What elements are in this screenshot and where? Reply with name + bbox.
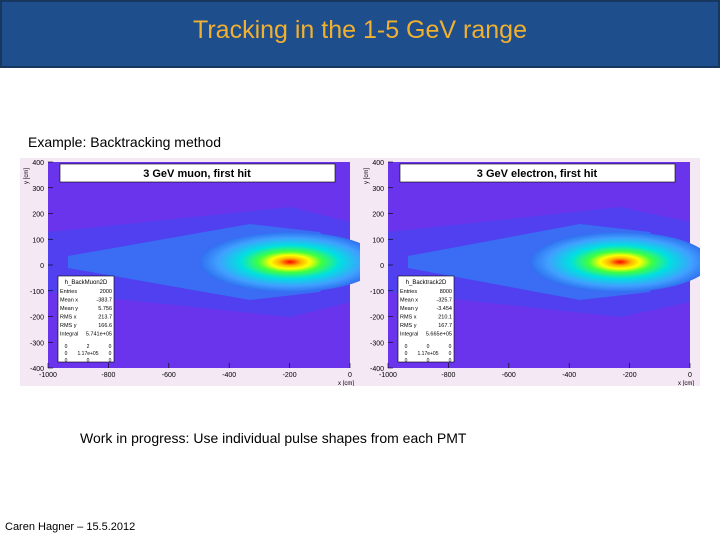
x-tick-label: -200 bbox=[283, 372, 297, 379]
y-tick-label: -200 bbox=[30, 315, 44, 322]
stats-box bbox=[397, 275, 455, 363]
stats-cell: 0 bbox=[109, 344, 112, 350]
x-tick-label: -400 bbox=[562, 372, 576, 379]
y-tick-label: 200 bbox=[32, 212, 44, 219]
stats-value: 213.7 bbox=[98, 315, 112, 321]
stats-key: Mean y bbox=[400, 306, 418, 312]
y-tick-label: -400 bbox=[370, 366, 384, 373]
x-tick-label: 0 bbox=[348, 372, 352, 379]
stats-cell: 0 bbox=[65, 351, 68, 357]
stats-value: 167.7 bbox=[438, 323, 452, 329]
x-tick-label: -400 bbox=[222, 372, 236, 379]
y-tick-label: -100 bbox=[370, 289, 384, 296]
footer: Caren Hagner – 15.5.2012 bbox=[5, 521, 136, 533]
stats-cell: 0 bbox=[65, 344, 68, 350]
stats-cell: 0 bbox=[405, 351, 408, 357]
stats-cell: 0 bbox=[449, 358, 452, 364]
stats-key: Integral bbox=[60, 332, 78, 338]
title-box bbox=[399, 163, 676, 183]
stats-name: h_BackMuon2D bbox=[65, 280, 108, 286]
stats-key: Entries bbox=[60, 289, 77, 295]
stats-cell: 0 bbox=[87, 358, 90, 364]
y-tick-label: -300 bbox=[30, 340, 44, 347]
stats-value: 5.756 bbox=[98, 306, 112, 312]
y-axis-label: y [cm] bbox=[24, 168, 30, 184]
y-tick-label: 100 bbox=[372, 237, 384, 244]
stats-value: 5.665e+05 bbox=[426, 332, 452, 338]
stats-cell: 0 bbox=[427, 358, 430, 364]
stats-key: Mean x bbox=[60, 298, 78, 304]
stats-key: Entries bbox=[400, 289, 417, 295]
y-tick-label: 300 bbox=[32, 186, 44, 193]
stats-key: Mean x bbox=[400, 298, 418, 304]
y-tick-label: 300 bbox=[372, 186, 384, 193]
title-bar bbox=[0, 0, 720, 68]
stats-key: Mean y bbox=[60, 306, 78, 312]
stats-cell: 1.17e+05 bbox=[418, 351, 439, 357]
slide-title: Tracking in the 1-5 GeV range bbox=[193, 16, 527, 44]
x-tick-label: -800 bbox=[101, 372, 115, 379]
plot-title: 3 GeV electron, first hit bbox=[477, 168, 598, 180]
y-tick-label: 200 bbox=[372, 212, 384, 219]
stats-key: RMS y bbox=[400, 323, 417, 329]
stats-cell: 0 bbox=[405, 344, 408, 350]
stats-value: -325.7 bbox=[436, 298, 452, 304]
x-tick-label: 0 bbox=[688, 372, 692, 379]
hotspot bbox=[530, 232, 700, 292]
y-axis-label: y [cm] bbox=[364, 168, 370, 184]
x-tick-label: -1000 bbox=[379, 372, 397, 379]
y-tick-label: 0 bbox=[380, 263, 384, 270]
stats-value: -383.7 bbox=[96, 298, 112, 304]
stats-key: Integral bbox=[400, 332, 418, 338]
stats-cell: 0 bbox=[427, 344, 430, 350]
y-tick-label: -400 bbox=[30, 366, 44, 373]
stats-cell: 0 bbox=[449, 351, 452, 357]
stats-value: 210.1 bbox=[438, 315, 452, 321]
y-tick-label: 0 bbox=[40, 263, 44, 270]
note: Work in progress: Use individual pulse s… bbox=[80, 430, 467, 446]
x-tick-label: -600 bbox=[162, 372, 176, 379]
stats-value: 2000 bbox=[100, 289, 112, 295]
stats-key: RMS y bbox=[60, 323, 77, 329]
plot: 3 GeV electron, first hit 400 300 200 100 0 -1… bbox=[360, 158, 700, 386]
y-tick-label: -300 bbox=[370, 340, 384, 347]
subtitle: Example: Backtracking method bbox=[28, 134, 221, 150]
stats-cell: 0 bbox=[109, 351, 112, 357]
title-box bbox=[59, 163, 336, 183]
stats-cell: 1.17e+05 bbox=[78, 351, 99, 357]
stats-value: -3.454 bbox=[436, 306, 452, 312]
stats-key: RMS x bbox=[400, 315, 417, 321]
stats-box bbox=[57, 275, 115, 363]
y-tick-label: 400 bbox=[372, 160, 384, 167]
stats-key: RMS x bbox=[60, 315, 77, 321]
stats-value: 5.741e+05 bbox=[86, 332, 112, 338]
x-tick-label: -600 bbox=[502, 372, 516, 379]
plot-title: 3 GeV muon, first hit bbox=[143, 168, 251, 180]
stats-cell: 2 bbox=[87, 344, 90, 350]
x-tick-label: -800 bbox=[441, 372, 455, 379]
y-tick-label: 400 bbox=[32, 160, 44, 167]
stats-cell: 0 bbox=[405, 358, 408, 364]
x-tick-label: -200 bbox=[623, 372, 637, 379]
stats-cell: 0 bbox=[109, 358, 112, 364]
x-tick-label: -1000 bbox=[39, 372, 57, 379]
hotspot bbox=[200, 232, 360, 292]
stats-value: 166.6 bbox=[98, 323, 112, 329]
stats-cell: 0 bbox=[449, 344, 452, 350]
stats-value: 8000 bbox=[440, 289, 452, 295]
y-tick-label: 100 bbox=[32, 237, 44, 244]
x-axis-label: x [cm] bbox=[338, 381, 354, 386]
stats-name: h_Backtrack2D bbox=[406, 280, 447, 286]
x-axis-label: x [cm] bbox=[678, 381, 694, 386]
plot: 3 GeV muon, first hit4003002001000-100-2… bbox=[20, 158, 360, 386]
stats-cell: 0 bbox=[65, 358, 68, 364]
y-tick-label: -200 bbox=[370, 315, 384, 322]
y-tick-label: -100 bbox=[30, 289, 44, 296]
